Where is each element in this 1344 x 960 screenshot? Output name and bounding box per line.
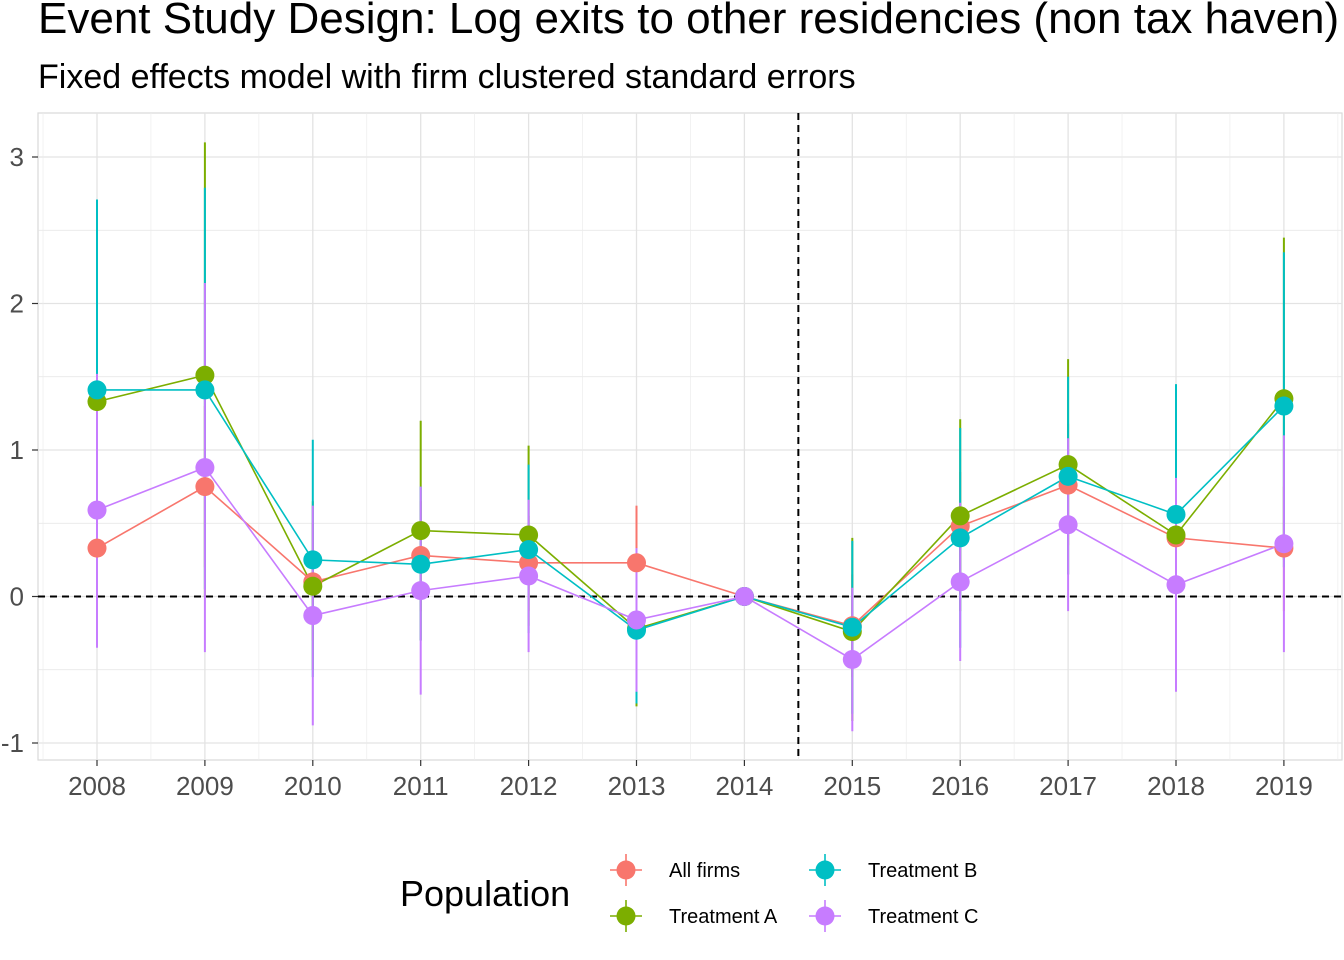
data-point-treatment-b — [950, 528, 970, 548]
data-point-treatment-a — [1166, 525, 1186, 545]
legend-label: Treatment C — [868, 906, 978, 928]
data-point-treatment-a — [950, 506, 970, 526]
y-tick-label: 0 — [10, 582, 24, 612]
y-tick-label: 1 — [10, 435, 24, 465]
data-point-treatment-c — [303, 606, 323, 626]
x-tick-label: 2019 — [1255, 771, 1313, 801]
legend-key-point — [616, 906, 636, 926]
axis-layer: -1 0 1 2 3 2008 2009 2010 2011 2012 2013 2014 2015 20… — [1, 142, 1313, 801]
data-point-all-firms — [627, 553, 646, 573]
data-point-treatment-a — [519, 525, 539, 545]
legend-key-point — [616, 860, 636, 880]
y-tick-label: 3 — [10, 142, 24, 172]
y-tick-label: 2 — [10, 289, 24, 319]
data-point-treatment-c — [1058, 515, 1078, 535]
legend-label: Treatment B — [868, 860, 977, 882]
panel-border — [37, 112, 1343, 761]
data-point-treatment-c — [87, 500, 107, 520]
data-point-treatment-b — [842, 617, 862, 637]
chart-subtitle: Fixed effects model with firm clustered … — [38, 58, 856, 96]
data-point-treatment-c — [627, 610, 646, 630]
legend-key-point — [815, 906, 835, 926]
data-point-treatment-c — [519, 566, 539, 586]
legend-item: All firms — [610, 854, 740, 886]
data-point-treatment-b — [1274, 396, 1294, 416]
data-point-treatment-a — [303, 576, 323, 596]
data-point-treatment-c — [411, 581, 431, 601]
reference-lines — [38, 113, 1342, 760]
series-line-treatment-c — [96, 466, 1285, 661]
data-point-treatment-c — [842, 649, 862, 669]
legend-title: Population — [400, 873, 570, 914]
data-point-treatment-c — [734, 587, 754, 606]
data-point-all-firms — [87, 538, 107, 558]
x-tick-label: 2011 — [393, 771, 449, 801]
x-tick-label: 2013 — [608, 771, 666, 801]
data-point-treatment-b — [1058, 466, 1078, 486]
data-point-treatment-c — [195, 458, 215, 478]
legend-item: Treatment A — [610, 900, 778, 932]
chart-title: Event Study Design: Log exits to other r… — [38, 0, 1340, 43]
legend-label: Treatment A — [669, 906, 778, 928]
x-tick-label: 2017 — [1039, 771, 1097, 801]
data-point-treatment-a — [411, 521, 431, 541]
x-tick-label: 2012 — [500, 771, 558, 801]
legend: Population All firms Treatment A Treatment … — [400, 854, 978, 932]
x-tick-label: 2014 — [715, 771, 773, 801]
legend-item: Treatment C — [809, 900, 978, 932]
data-point-all-firms — [519, 553, 539, 573]
x-tick-label: 2009 — [176, 771, 234, 801]
series-line-treatment-b — [97, 389, 1285, 632]
data-point-treatment-b — [195, 380, 215, 400]
data-point-all-firms — [195, 477, 215, 497]
x-tick-label: 2015 — [823, 771, 881, 801]
data-point-treatment-c — [1166, 575, 1186, 595]
point-layer — [87, 365, 1294, 669]
data-point-treatment-c — [1274, 534, 1294, 554]
data-point-treatment-a — [195, 365, 215, 385]
x-tick-label: 2010 — [284, 771, 342, 801]
x-tick-label: 2018 — [1147, 771, 1205, 801]
y-tick-label: -1 — [1, 728, 24, 758]
x-tick-label: 2008 — [68, 771, 126, 801]
data-point-treatment-c — [950, 572, 970, 592]
data-point-treatment-b — [411, 554, 431, 574]
legend-label: All firms — [669, 860, 740, 882]
data-point-treatment-b — [87, 380, 107, 400]
legend-item: Treatment B — [809, 854, 977, 886]
data-point-treatment-b — [303, 550, 323, 570]
data-point-treatment-b — [519, 540, 539, 560]
data-point-treatment-b — [1166, 504, 1186, 524]
series-line-all-firms — [96, 484, 1284, 627]
x-tick-label: 2016 — [931, 771, 989, 801]
legend-key-point — [815, 860, 835, 880]
line-layer — [96, 374, 1285, 661]
